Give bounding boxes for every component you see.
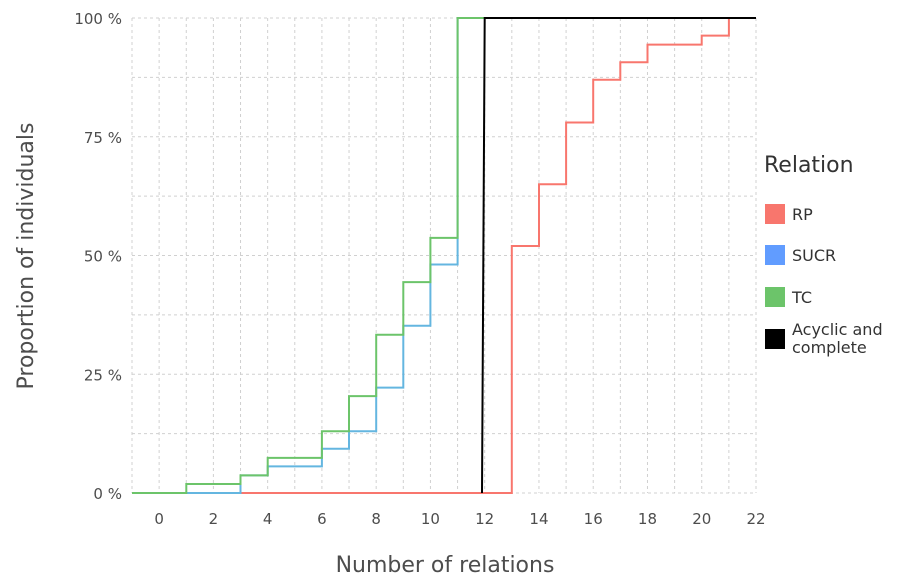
x-tick-label: 2 xyxy=(209,510,219,528)
legend-label: Acyclic and complete xyxy=(792,320,883,357)
legend: Relation RP SUCR TC Acyclic and complete xyxy=(764,153,883,357)
grid xyxy=(131,17,757,494)
y-tick-label: 25 % xyxy=(84,366,122,384)
x-tick-label: 18 xyxy=(638,510,657,528)
x-tick-label: 22 xyxy=(746,510,765,528)
legend-swatch xyxy=(765,329,785,349)
plot-series xyxy=(132,17,756,494)
y-axis-title: Proportion of individuals xyxy=(14,123,39,390)
y-axis-ticks: 0 % 25 % 50 % 75 % 100 % xyxy=(74,10,122,503)
y-tick-label: 100 % xyxy=(74,10,122,28)
legend-label: TC xyxy=(791,288,812,307)
series-line-acyclic-and-complete xyxy=(481,17,756,494)
series-line-rp xyxy=(159,17,756,494)
legend-swatch xyxy=(765,287,785,307)
y-tick-label: 0 % xyxy=(93,485,122,503)
legend-title: Relation xyxy=(764,153,854,178)
x-tick-label: 4 xyxy=(263,510,273,528)
x-tick-label: 20 xyxy=(692,510,711,528)
y-tick-label: 50 % xyxy=(84,248,122,266)
x-tick-label: 16 xyxy=(584,510,603,528)
series-line-tc xyxy=(132,17,756,494)
legend-label: SUCR xyxy=(792,246,836,265)
x-axis-title: Number of relations xyxy=(336,553,555,578)
x-tick-label: 8 xyxy=(371,510,381,528)
x-tick-label: 12 xyxy=(475,510,494,528)
legend-swatch xyxy=(765,204,785,224)
x-tick-label: 0 xyxy=(154,510,164,528)
x-tick-label: 6 xyxy=(317,510,327,528)
x-tick-label: 10 xyxy=(421,510,440,528)
legend-swatch xyxy=(765,245,785,265)
x-tick-label: 14 xyxy=(529,510,548,528)
y-tick-label: 75 % xyxy=(84,129,122,147)
x-axis-ticks: 0 2 4 6 8 10 12 14 16 18 20 22 xyxy=(154,510,765,528)
legend-label: RP xyxy=(792,205,813,224)
